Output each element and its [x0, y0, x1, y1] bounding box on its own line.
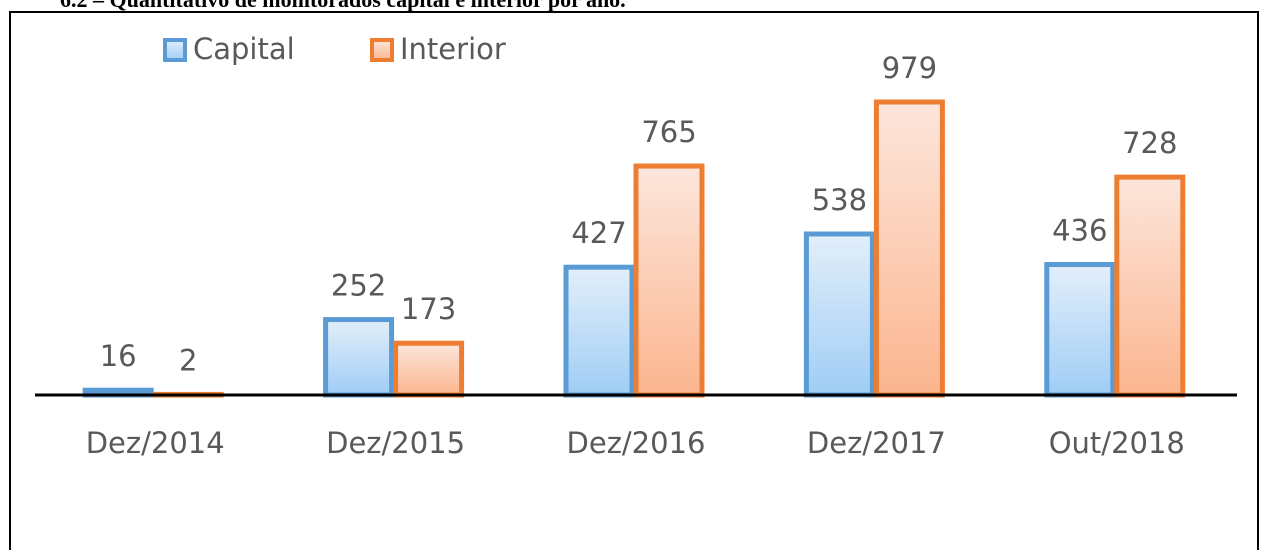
data-label: 728 [1122, 126, 1177, 160]
data-label: 252 [331, 269, 386, 303]
bar [873, 99, 945, 398]
bar [1114, 174, 1186, 398]
legend-swatch [163, 38, 187, 62]
data-label: 2 [179, 343, 197, 377]
legend-label: Interior [400, 32, 506, 66]
x-tick-label: Dez/2016 [567, 426, 706, 460]
data-label: 173 [401, 292, 456, 326]
chart-title: 6.2 – Quantitativo de monitorados capita… [60, 0, 626, 12]
data-label: 436 [1052, 214, 1107, 248]
data-label: 427 [571, 216, 626, 250]
data-label: 16 [100, 339, 137, 373]
bar [803, 231, 875, 398]
data-label: 979 [882, 51, 937, 85]
chart-frame [9, 11, 1259, 550]
bar [393, 340, 465, 398]
legend-label: Capital [193, 32, 295, 66]
legend-swatch [370, 38, 394, 62]
data-label: 538 [812, 183, 867, 217]
x-tick-label: Dez/2014 [86, 426, 225, 460]
x-tick-label: Out/2018 [1049, 426, 1185, 460]
bar [563, 264, 635, 398]
x-tick-label: Dez/2017 [807, 426, 946, 460]
bar [323, 317, 395, 398]
x-tick-label: Dez/2015 [326, 426, 465, 460]
bar [1044, 262, 1116, 398]
data-label: 765 [641, 115, 696, 149]
bar [633, 163, 705, 398]
